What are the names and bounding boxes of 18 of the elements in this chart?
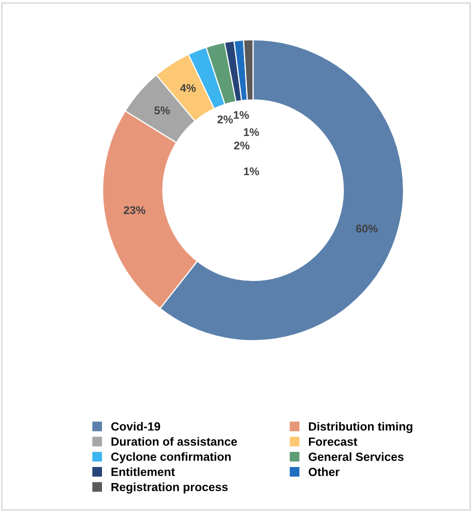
legend-label: Duration of assistance [112, 437, 237, 446]
data-label: 4% [180, 84, 196, 92]
data-label: 1% [244, 128, 259, 136]
legend-label: General Services [308, 452, 404, 461]
data-label: 23% [124, 206, 146, 214]
data-label: 2% [234, 142, 250, 150]
legend-label: Other [308, 467, 340, 476]
legend-label: Cyclone confirmation [111, 452, 231, 464]
data-label: 5% [154, 106, 170, 114]
data-label: 60% [356, 224, 378, 233]
data-label: 2% [217, 115, 233, 124]
legend-label: Forecast [308, 438, 358, 446]
data-label: 1% [244, 167, 260, 176]
legend-label: Registration process [112, 482, 228, 494]
legend-label: Distribution timing [308, 422, 412, 434]
legend-label: Covid-19 [111, 422, 160, 431]
legend-label: Entitlement [112, 467, 175, 476]
data-label: 1% [234, 111, 249, 119]
